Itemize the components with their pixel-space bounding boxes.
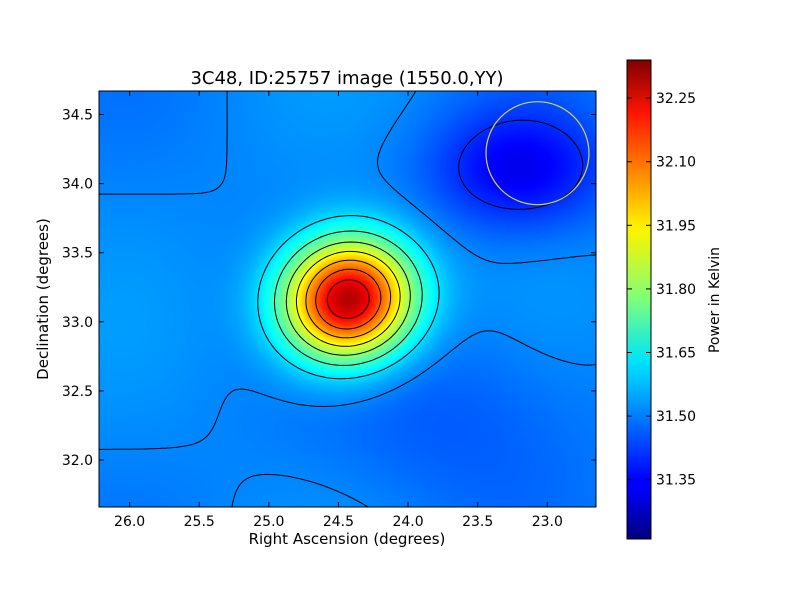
tick-label: 26.0 [114, 514, 145, 530]
contour-line [315, 268, 382, 330]
tick-label: 31.65 [656, 345, 696, 361]
colorbar: 31.35 31.50 31.65 31.80 31.95 32.10 32.25 Powe… [626, 59, 723, 540]
colorbar-gradient [627, 60, 651, 539]
contour-line [458, 119, 584, 210]
tick-label: 31.95 [656, 218, 696, 234]
heatmap [99, 91, 596, 507]
tick-label: 25.0 [253, 514, 284, 530]
tick-label: 32.5 [62, 384, 93, 400]
x-axis-label: Right Ascension (degrees) [249, 530, 446, 548]
tick-label: 31.80 [656, 282, 696, 298]
tick-label: 33.0 [62, 315, 93, 331]
colorbar-frame [626, 59, 652, 540]
tick-label: 23.0 [532, 514, 563, 530]
contour-line [274, 230, 423, 366]
tick-label: 23.5 [462, 514, 493, 530]
contour-line [257, 215, 440, 380]
contour-line [305, 259, 392, 339]
contour-line [99, 91, 596, 507]
contour-line [295, 250, 401, 347]
x-axis-ticks: 26.0 25.5 25.0 24.5 24.0 23.5 23.0 [114, 91, 563, 530]
colorbar-ticks: 31.35 31.50 31.65 31.80 31.95 32.10 32.25 [627, 91, 696, 489]
colorbar-label: Power in Kelvin [707, 247, 723, 353]
contour-layer [99, 91, 596, 507]
tick-label: 32.0 [62, 453, 93, 469]
tick-label: 32.10 [656, 155, 696, 171]
tick-label: 24.5 [323, 514, 354, 530]
tick-label: 25.5 [184, 514, 215, 530]
tick-label: 33.5 [62, 246, 93, 262]
y-axis-label: Declination (degrees) [34, 218, 52, 380]
tick-label: 34.0 [62, 177, 93, 193]
plot-frame [98, 90, 597, 508]
tick-label: 31.35 [656, 473, 696, 489]
tick-label: 32.25 [656, 91, 696, 107]
chart-title: 3C48, ID:25757 image (1550.0,YY) [190, 68, 503, 89]
tick-label: 24.0 [392, 514, 423, 530]
beam-circle [485, 101, 590, 206]
contour-line [326, 279, 370, 319]
tick-label: 34.5 [62, 107, 93, 123]
y-axis-ticks: 32.0 32.5 33.0 33.5 34.0 34.5 [62, 107, 596, 469]
tick-label: 31.50 [656, 409, 696, 425]
contour-line [285, 241, 411, 356]
heatmap-image [99, 91, 596, 507]
